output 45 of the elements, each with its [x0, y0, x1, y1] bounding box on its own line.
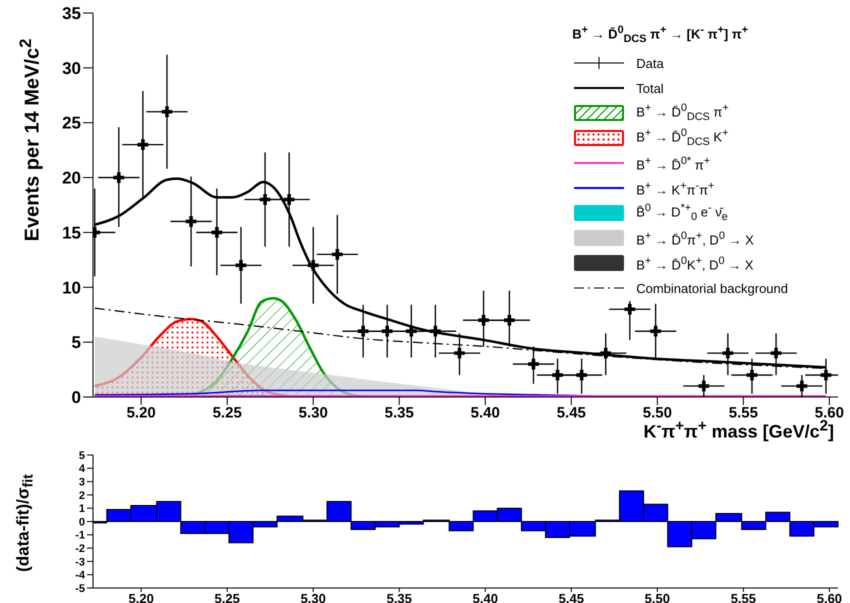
- x-tick-label: 5.45: [556, 404, 586, 422]
- legend-label: B$^{+}$ → D̄$^{0}$$_{DCS}$ π$^{+}$: [636, 101, 729, 126]
- y-tick-label: -2: [75, 543, 85, 556]
- legend-label: B$^{+}$ → D̄$^{0*}$ π$^{+}$: [636, 154, 710, 175]
- y-tick-label: 0: [78, 516, 85, 528]
- y-tick-label: -3: [75, 556, 85, 568]
- x-tick-label: 5.35: [384, 404, 414, 422]
- legend-label: Combinatorial background: [636, 280, 788, 298]
- y-tick-label: 10: [62, 278, 81, 298]
- y-tick-label: 0: [72, 388, 81, 408]
- y-tick-label: 30: [62, 58, 81, 78]
- x-tick-label: 5.20: [128, 591, 154, 603]
- legend-label: Data: [636, 54, 664, 73]
- y-tick-label: 20: [62, 168, 81, 188]
- y-tick-label: 35: [62, 4, 81, 24]
- y-tick-label: 25: [62, 114, 81, 133]
- y-tick-label: 5: [78, 450, 85, 462]
- legend-label: B$^{+}$ → D̄$^{0}$$_{DCS}$ K$^{+}$: [636, 126, 728, 150]
- x-tick-label: 5.45: [558, 591, 584, 603]
- y-tick-label: 4: [78, 463, 86, 476]
- x-tick-label: 5.25: [214, 591, 240, 603]
- x-tick-label: 5.30: [298, 404, 328, 422]
- y-tick-label: -1: [75, 530, 85, 542]
- text: B̄$^{0}$ → D$^{*+}$$_{0}$ e$^{-}$ ν̄$_{e}$: [636, 202, 728, 224]
- legend-label: Total: [636, 80, 664, 98]
- y-tick-label: 15: [62, 223, 81, 242]
- text: B$^{+}$ → D̄$^{0}$K$^{+}$, D$^{0}$ → X: [636, 255, 754, 273]
- x-tick-label: 5.25: [212, 404, 242, 422]
- y-tick-label: 5: [72, 333, 81, 352]
- text: B$^{+}$ → D̄$^{0}$$_{DCS}$ π$^{+}$ → [K$^{-}$ π$^{+}$] π$^{+}$: [572, 24, 748, 45]
- x-tick-label: 5.30: [300, 591, 326, 603]
- x-tick-label: 5.35: [386, 591, 412, 603]
- x-tick-label: 5.40: [472, 591, 498, 603]
- y-tick-label: -5: [75, 582, 85, 595]
- y-tick-label: 3: [78, 476, 85, 489]
- y-tick-label: 2: [78, 490, 85, 502]
- y-tick-label: -4: [75, 570, 86, 582]
- x-tick-label: 5.40: [470, 404, 500, 422]
- x-tick-label: 5.20: [126, 404, 156, 422]
- y-tick-label: 1: [78, 503, 85, 516]
- x-tick-label: 5.60: [816, 591, 842, 603]
- legend-label: B$^{+}$ → K$^{+}$π$^{-}$π$^{+}$: [636, 179, 714, 200]
- x-tick-label: 5.50: [644, 591, 670, 603]
- x-tick-label: 5.55: [730, 591, 756, 603]
- text: B$^{+}$ → D̄$^{0}$π$^{+}$, D$^{0}$ → X: [636, 230, 754, 248]
